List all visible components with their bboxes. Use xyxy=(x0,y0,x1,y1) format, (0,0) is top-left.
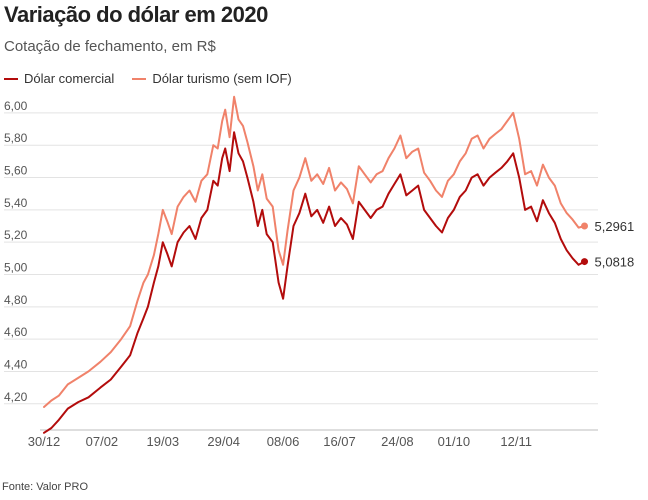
end-value-label-turismo: 5,2961 xyxy=(595,219,635,234)
y-tick-label: 4,20 xyxy=(4,390,28,404)
legend-swatch-comercial xyxy=(4,77,18,80)
y-tick-label: 5,00 xyxy=(4,261,28,275)
series-end-point-comercial xyxy=(581,258,589,266)
y-tick-label: 5,80 xyxy=(4,131,28,145)
legend: Dólar comercial Dólar turismo (sem IOF) xyxy=(4,71,292,86)
x-tick-label: 19/03 xyxy=(147,434,180,449)
legend-item-comercial: Dólar comercial xyxy=(4,71,114,86)
x-tick-label: 16/07 xyxy=(323,434,356,449)
chart-subtitle: Cotação de fechamento, em R$ xyxy=(4,38,216,55)
legend-label-comercial: Dólar comercial xyxy=(24,71,115,86)
legend-item-turismo: Dólar turismo (sem IOF) xyxy=(132,71,292,86)
legend-label-turismo: Dólar turismo (sem IOF) xyxy=(152,71,292,86)
y-tick-label: 6,00 xyxy=(4,99,28,113)
source-note: Fonte: Valor PRO xyxy=(2,481,88,493)
y-tick-label: 4,40 xyxy=(4,357,28,371)
y-tick-label: 4,60 xyxy=(4,325,28,339)
series-line-comercial xyxy=(43,131,586,434)
x-tick-label: 29/04 xyxy=(207,434,240,449)
x-tick-label: 07/02 xyxy=(86,434,119,449)
x-tick-label: 01/10 xyxy=(438,434,471,449)
x-tick-label: 24/08 xyxy=(381,434,414,449)
y-tick-label: 5,20 xyxy=(4,228,28,242)
y-tick-label: 4,80 xyxy=(4,293,28,307)
series-line-turismo xyxy=(43,95,586,408)
x-tick-label: 12/11 xyxy=(500,434,532,449)
y-tick-label: 5,60 xyxy=(4,164,28,178)
chart-title: Variação do dólar em 2020 xyxy=(4,2,268,27)
y-tick-label: 5,40 xyxy=(4,196,28,210)
legend-swatch-turismo xyxy=(132,77,147,80)
series-end-point-turismo xyxy=(581,222,589,230)
end-value-label-comercial: 5,0818 xyxy=(595,255,635,270)
x-tick-label: 30/12 xyxy=(28,434,61,449)
x-tick-label: 08/06 xyxy=(267,434,300,449)
